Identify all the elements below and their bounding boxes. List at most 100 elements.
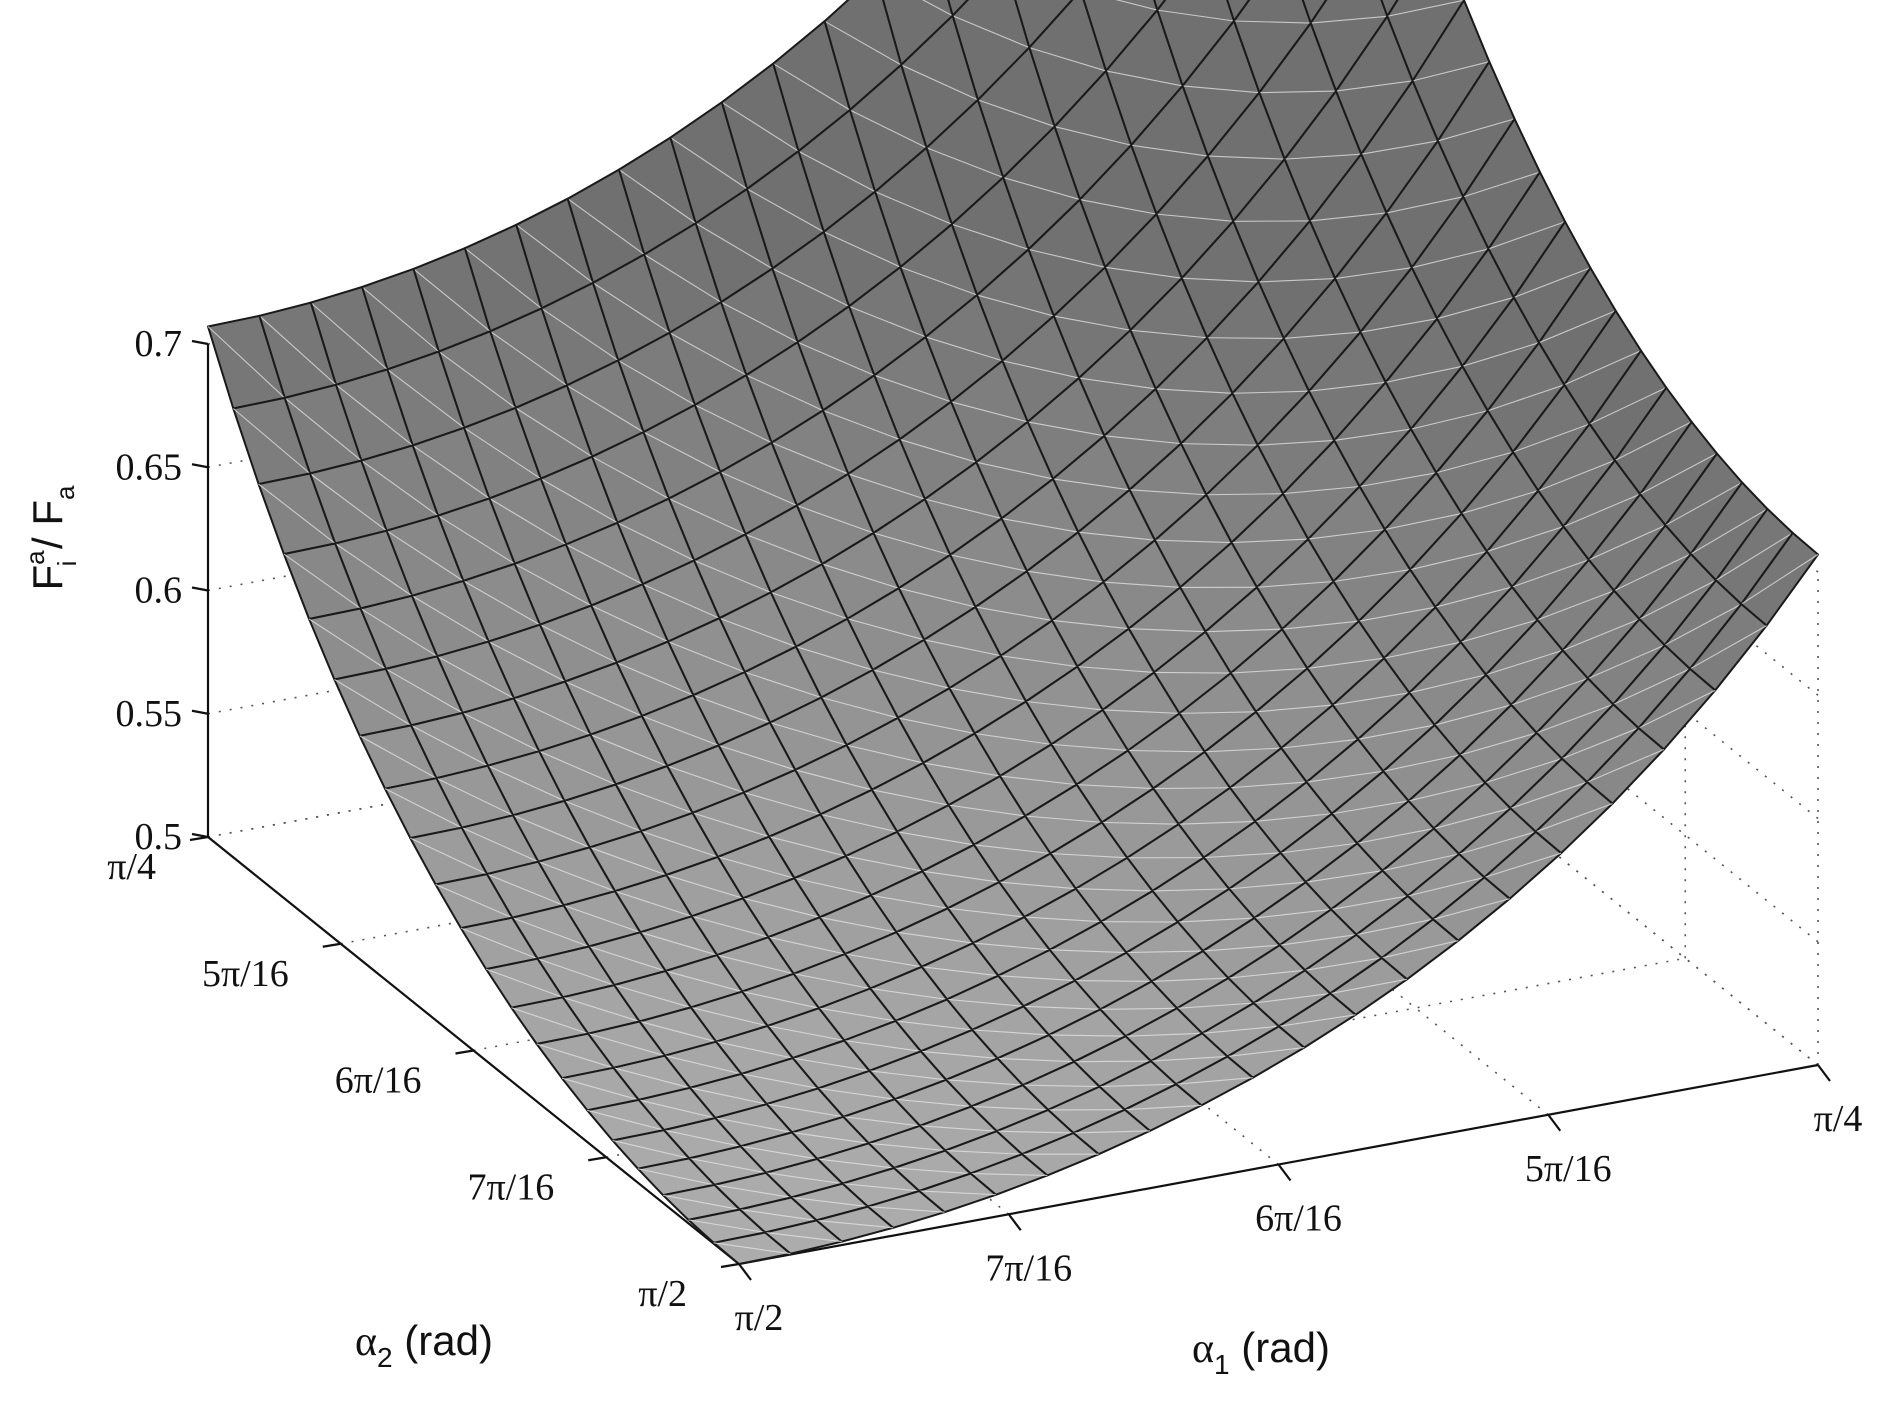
- z-tick-label: 0.65: [116, 446, 183, 488]
- surface-patch-diagonal: [819, 916, 897, 933]
- surface-patch-diagonal: [945, 1150, 1023, 1155]
- surface-patch-diagonal: [514, 563, 592, 607]
- surface-patch-diagonal: [588, 945, 666, 972]
- alpha1-tick-mark: [1007, 1213, 1022, 1231]
- surface-patch-diagonal: [334, 678, 412, 726]
- surface-patch-diagonal: [1074, 980, 1152, 982]
- surface-patch-diagonal: [259, 315, 337, 386]
- surface-patch-diagonal: [1177, 917, 1255, 923]
- surface-patch-diagonal: [1280, 842, 1358, 854]
- surface-patch-diagonal: [998, 975, 1076, 982]
- surface-patch-diagonal: [1383, 641, 1461, 659]
- surface-patch-diagonal: [1563, 493, 1641, 528]
- surface-patch-diagonal: [821, 563, 899, 589]
- surface-patch-diagonal: [1410, 410, 1488, 430]
- surface-patch-diagonal: [1176, 1077, 1253, 1085]
- surface-patch-diagonal: [1335, 80, 1413, 92]
- surface-patch-diagonal: [1053, 315, 1131, 331]
- surface-patch-diagonal: [1458, 831, 1536, 855]
- surface-patch-diagonal: [591, 456, 670, 500]
- surface-patch-diagonal: [920, 1125, 997, 1132]
- surface-patch-diagonal: [1154, 671, 1231, 674]
- surface-patch-diagonal: [1054, 126, 1132, 146]
- surface-patch-diagonal: [1078, 377, 1156, 390]
- surface-patch-diagonal: [1181, 277, 1259, 283]
- surface-patch-diagonal: [1105, 70, 1183, 87]
- surface-patch-diagonal: [567, 198, 645, 255]
- surface-patch-diagonal: [489, 497, 567, 545]
- z-tick-label: 0.55: [116, 693, 183, 735]
- surface-patch-diagonal: [1028, 248, 1106, 268]
- surface-patch-diagonal: [486, 873, 564, 906]
- surface-patch-diagonal: [1564, 350, 1642, 386]
- surface-patch-diagonal: [976, 294, 1054, 317]
- surface-patch-diagonal: [821, 696, 899, 719]
- surface-patch-diagonal: [360, 607, 438, 657]
- alpha1-tick-mark: [1817, 1064, 1831, 1082]
- surface-patch-diagonal: [1103, 581, 1181, 588]
- surface-patch-diagonal: [1307, 657, 1385, 669]
- surface-patch-diagonal: [1255, 704, 1333, 713]
- surface-patch-diagonal: [769, 836, 846, 857]
- surface-patch-diagonal: [1437, 118, 1515, 142]
- surface-patch-diagonal: [818, 1087, 895, 1100]
- surface-patch-diagonal: [1408, 782, 1486, 802]
- alpha1-tick-label: π/2: [735, 1297, 784, 1339]
- surface-patch-diagonal: [1689, 625, 1767, 670]
- surface-patch-diagonal: [768, 936, 846, 955]
- surface-patch-diagonal: [688, 1219, 766, 1234]
- surface-patch-diagonal: [640, 931, 718, 956]
- surface-patch-diagonal: [1589, 387, 1667, 425]
- alpha2-tick-label: 7π/16: [468, 1166, 555, 1208]
- surface-patch-diagonal: [845, 855, 923, 872]
- alpha1-tick-label: π/4: [1814, 1098, 1863, 1140]
- surface-patch-diagonal: [361, 460, 439, 517]
- surface-patch-diagonal: [670, 137, 748, 190]
- surface-patch-diagonal: [721, 101, 799, 152]
- surface-patch-diagonal: [385, 668, 463, 714]
- surface-patch-diagonal: [462, 712, 540, 752]
- surface-patch-diagonal: [437, 515, 515, 565]
- surface-patch-diagonal: [1588, 524, 1666, 561]
- surface-patch-diagonal: [1099, 1083, 1177, 1088]
- z-tick-label: 0.6: [135, 570, 183, 612]
- surface-patch-diagonal: [1074, 1060, 1151, 1063]
- surface-patch-diagonal: [871, 894, 948, 909]
- surface-patch-diagonal: [996, 1130, 1074, 1134]
- alpha1-tick-mark: [1547, 1114, 1562, 1132]
- surface-patch-diagonal: [1232, 390, 1310, 394]
- surface-patch-diagonal: [1538, 459, 1616, 492]
- surface-patch-diagonal: [1383, 754, 1461, 772]
- surface-patch-diagonal: [791, 1131, 869, 1144]
- surface-patch-diagonal: [1435, 586, 1513, 608]
- alpha2-tick-mark: [588, 1156, 607, 1162]
- surface-patch-diagonal: [1535, 803, 1613, 833]
- surface-patch-diagonal: [1664, 603, 1742, 646]
- surface-patch-diagonal: [1562, 618, 1640, 651]
- surface-patch-diagonal: [1179, 711, 1257, 714]
- surface-patch-diagonal: [742, 897, 820, 918]
- surface-patch-diagonal: [818, 1007, 896, 1022]
- surface-patch-diagonal: [1357, 827, 1434, 844]
- surface-patch-diagonal: [895, 1020, 973, 1031]
- surface-patch-diagonal: [1513, 267, 1591, 298]
- surface-patch-diagonal: [566, 384, 644, 433]
- surface-patch-diagonal: [1156, 213, 1234, 222]
- surface-patch-diagonal: [562, 996, 640, 1022]
- surface-patch-diagonal: [1227, 1047, 1305, 1057]
- surface-patch-diagonal: [1079, 199, 1157, 215]
- surface-patch-diagonal: [538, 750, 617, 785]
- surface-patch-diagonal: [643, 431, 721, 473]
- surface-patch-diagonal: [745, 533, 823, 565]
- surface-patch-diagonal: [848, 305, 926, 338]
- surface-patch-diagonal: [739, 1208, 817, 1221]
- surface-patch-diagonal: [1153, 787, 1230, 790]
- surface-patch-diagonal: [714, 1184, 792, 1199]
- surface-patch-diagonal: [1150, 1055, 1228, 1062]
- surface-patch-diagonal: [897, 717, 975, 735]
- surface-patch-diagonal: [1281, 738, 1359, 749]
- surface-patch-diagonal: [617, 522, 695, 562]
- surface-patch-diagonal: [335, 384, 414, 446]
- surface-patch-diagonal: [1000, 655, 1078, 668]
- surface-patch-diagonal: [1125, 1032, 1203, 1037]
